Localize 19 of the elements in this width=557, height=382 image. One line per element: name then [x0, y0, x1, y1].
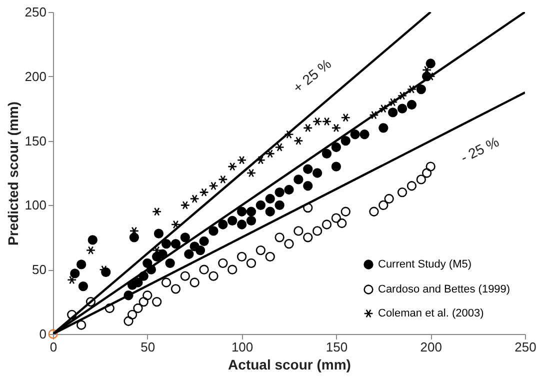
x-tick-label: 0	[50, 340, 58, 354]
y-tick-label: 0	[39, 326, 46, 342]
y-tick-label: 50	[32, 262, 46, 278]
legend-label: Current Study (M5)	[378, 258, 472, 270]
x-tick-label: 50	[140, 340, 156, 354]
x-tick-label: 200	[420, 340, 442, 354]
x-tick-label: 250	[514, 340, 536, 354]
y-tick-label: 100	[24, 198, 46, 213]
x-axis-title: Actual scour (mm)	[228, 356, 351, 372]
y-tick-label: 150	[24, 133, 46, 148]
legend-label: Coleman et al. (2003)	[378, 308, 484, 320]
y-axis-title: Predicted scour (mm)	[4, 102, 21, 246]
annotation: - 25 %	[458, 134, 502, 166]
x-tick-label: 100	[231, 340, 254, 354]
y-tick-label: 250	[24, 4, 46, 20]
legend-label: Cardoso and Bettes (1999)	[378, 284, 510, 296]
annotation: + 25 %	[290, 56, 334, 96]
x-tick-label: 150	[326, 340, 348, 354]
y-tick-label: 200	[24, 68, 46, 84]
